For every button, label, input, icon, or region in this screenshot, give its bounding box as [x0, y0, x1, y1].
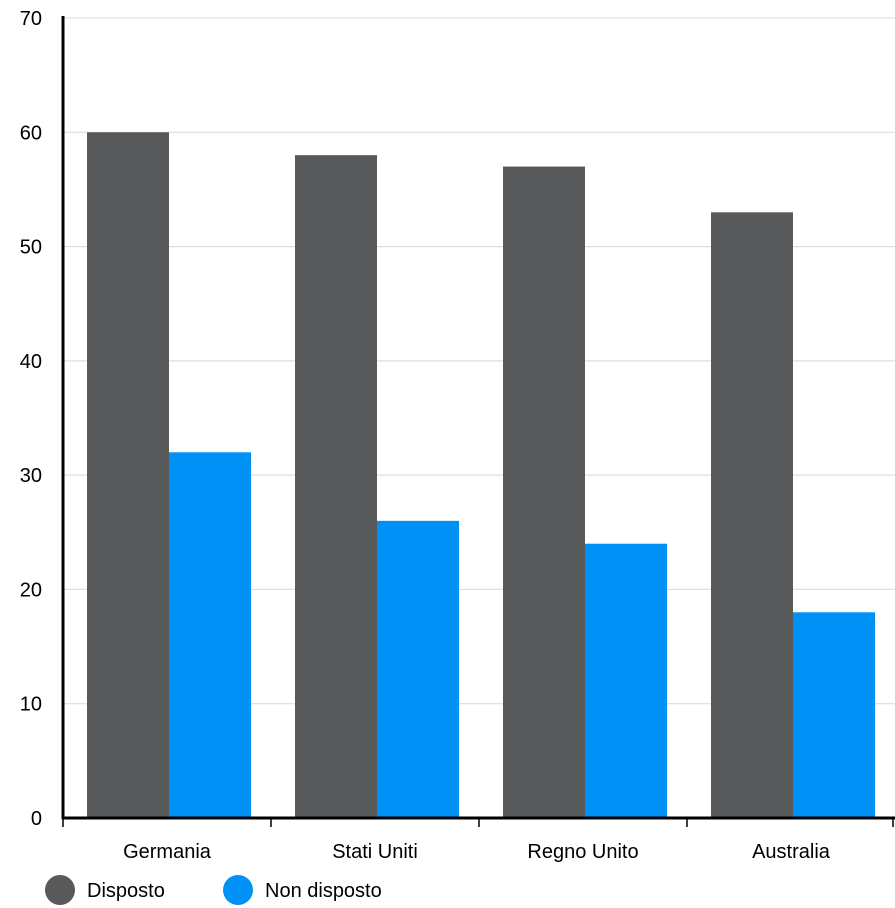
bar-germania-non-disposto: [169, 452, 251, 818]
bar-regno-unito-disposto: [503, 166, 585, 819]
bar-germania-disposto: [87, 132, 169, 819]
bar-australia-disposto: [711, 212, 793, 819]
bar-australia-non-disposto: [793, 612, 875, 818]
x-tick-label-germania: Germania: [123, 841, 212, 863]
y-tick-label-70: 70: [20, 8, 42, 30]
y-tick-label-0: 0: [31, 808, 42, 830]
y-tick-label-60: 60: [20, 122, 42, 144]
y-tick-label-20: 20: [20, 579, 42, 601]
legend-label-non-disposto: Non disposto: [265, 880, 382, 902]
bar-regno-unito-non-disposto: [585, 543, 667, 818]
y-tick-label-40: 40: [20, 351, 42, 373]
bar-stati-uniti-non-disposto: [377, 520, 459, 818]
legend-swatch-disposto: [45, 875, 75, 905]
x-axis-tick-labels: Germania Stati Uniti Regno Unito Australia: [123, 841, 831, 863]
legend-label-disposto: Disposto: [87, 880, 165, 902]
y-axis-tick-labels: 0 10 20 30 40 50 60 70: [20, 8, 42, 830]
bars: [87, 132, 875, 819]
y-tick-label-10: 10: [20, 694, 42, 716]
bar-stati-uniti-disposto: [295, 155, 377, 819]
axes: [61, 16, 895, 827]
y-tick-label-50: 50: [20, 237, 42, 259]
legend: Disposto Non disposto: [45, 875, 382, 905]
x-tick-label-australia: Australia: [752, 841, 831, 863]
y-tick-label-30: 30: [20, 465, 42, 487]
x-tick-label-stati-uniti: Stati Uniti: [332, 841, 418, 863]
legend-swatch-non-disposto: [223, 875, 253, 905]
x-tick-label-regno-unito: Regno Unito: [527, 841, 638, 863]
